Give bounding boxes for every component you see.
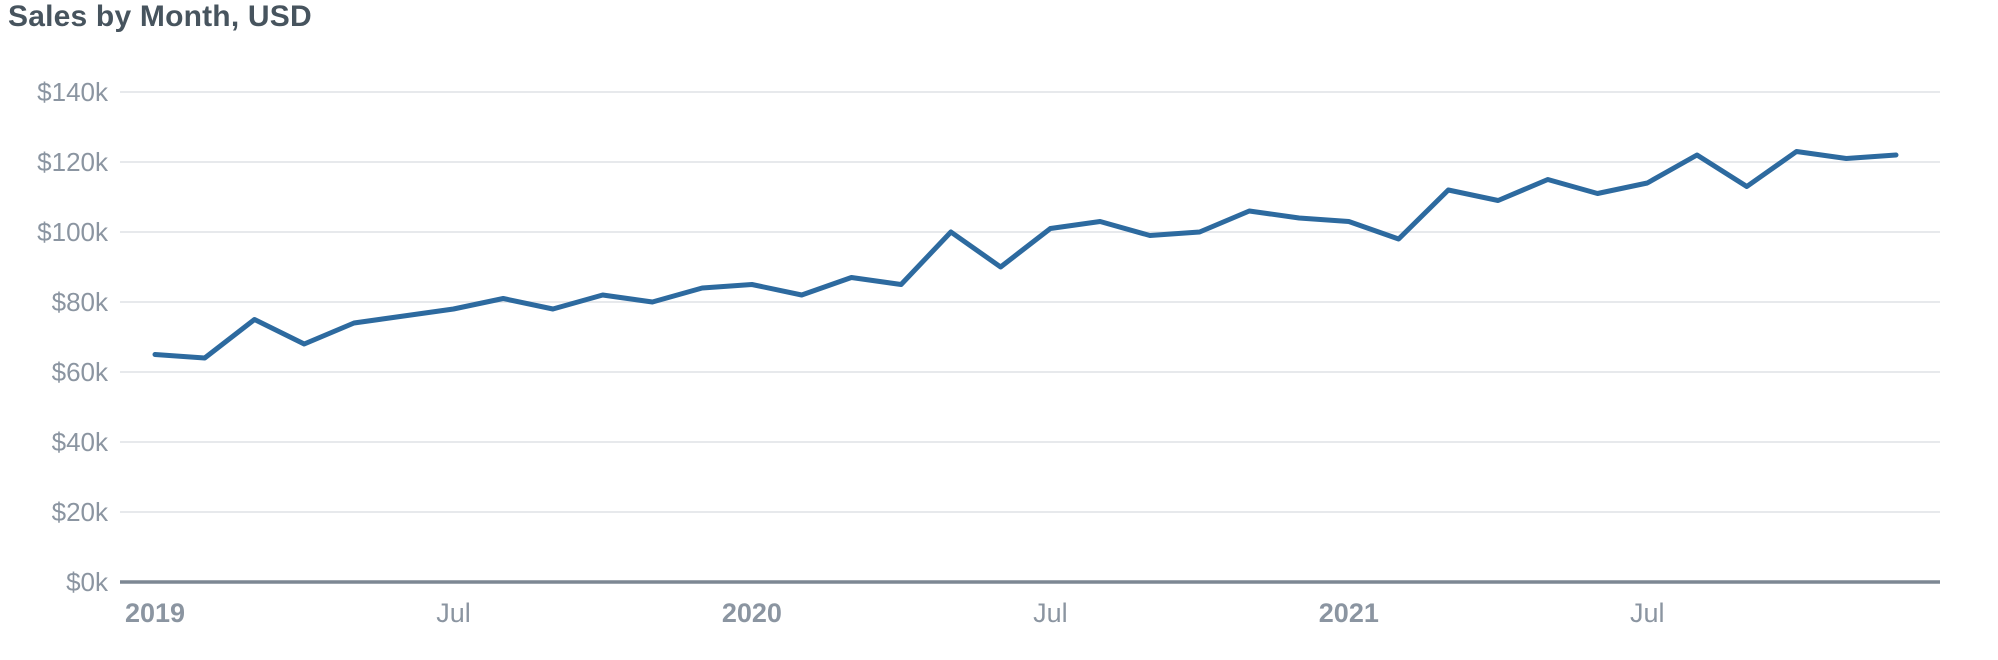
- x-tick-label: Jul: [1630, 598, 1665, 628]
- x-tick-label: Jul: [1033, 598, 1068, 628]
- sales-line: [152, 149, 1899, 361]
- x-tick-label: 2021: [1319, 598, 1379, 628]
- y-tick-label: $20k: [52, 497, 109, 527]
- y-tick-label: $0k: [66, 567, 109, 597]
- y-tick-label: $120k: [37, 147, 109, 177]
- y-tick-label: $80k: [52, 287, 109, 317]
- chart-title: Sales by Month, USD: [8, 0, 312, 33]
- x-tick-label: 2019: [125, 598, 185, 628]
- y-tick-label: $40k: [52, 427, 109, 457]
- x-tick-label: Jul: [436, 598, 471, 628]
- y-tick-label: $140k: [37, 77, 109, 107]
- x-tick-label: 2020: [722, 598, 782, 628]
- y-tick-label: $60k: [52, 357, 109, 387]
- y-tick-label: $100k: [37, 217, 109, 247]
